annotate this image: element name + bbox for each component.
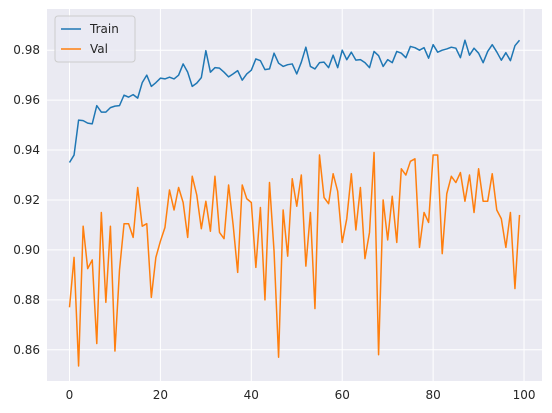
x-tick-label: 100 — [513, 388, 536, 402]
y-tick-label: 0.92 — [13, 193, 40, 207]
y-axis-ticks: 0.86 0.88 0.90 0.92 0.94 0.96 0.98 — [13, 43, 40, 357]
legend-box — [54, 15, 136, 63]
legend-label-val: Val — [90, 42, 108, 56]
plot-area — [47, 9, 542, 381]
y-tick-label: 0.96 — [13, 93, 40, 107]
x-tick-label: 60 — [335, 388, 350, 402]
y-tick-label: 0.90 — [13, 243, 40, 257]
y-tick-label: 0.88 — [13, 293, 40, 307]
x-tick-label: 40 — [244, 388, 259, 402]
x-tick-label: 0 — [66, 388, 74, 402]
legend-label-train: Train — [89, 22, 119, 36]
series-line-val — [68, 151, 521, 367]
x-axis-ticks: 0 20 40 60 80 100 — [66, 388, 536, 402]
y-tick-label: 0.94 — [13, 143, 40, 157]
series-lines — [68, 39, 521, 367]
x-tick-label: 80 — [425, 388, 440, 402]
y-tick-label: 0.98 — [13, 43, 40, 57]
y-tick-label: 0.86 — [13, 343, 40, 357]
legend: Train Val — [54, 15, 136, 63]
series-line-train — [68, 39, 521, 163]
x-tick-label: 20 — [153, 388, 168, 402]
